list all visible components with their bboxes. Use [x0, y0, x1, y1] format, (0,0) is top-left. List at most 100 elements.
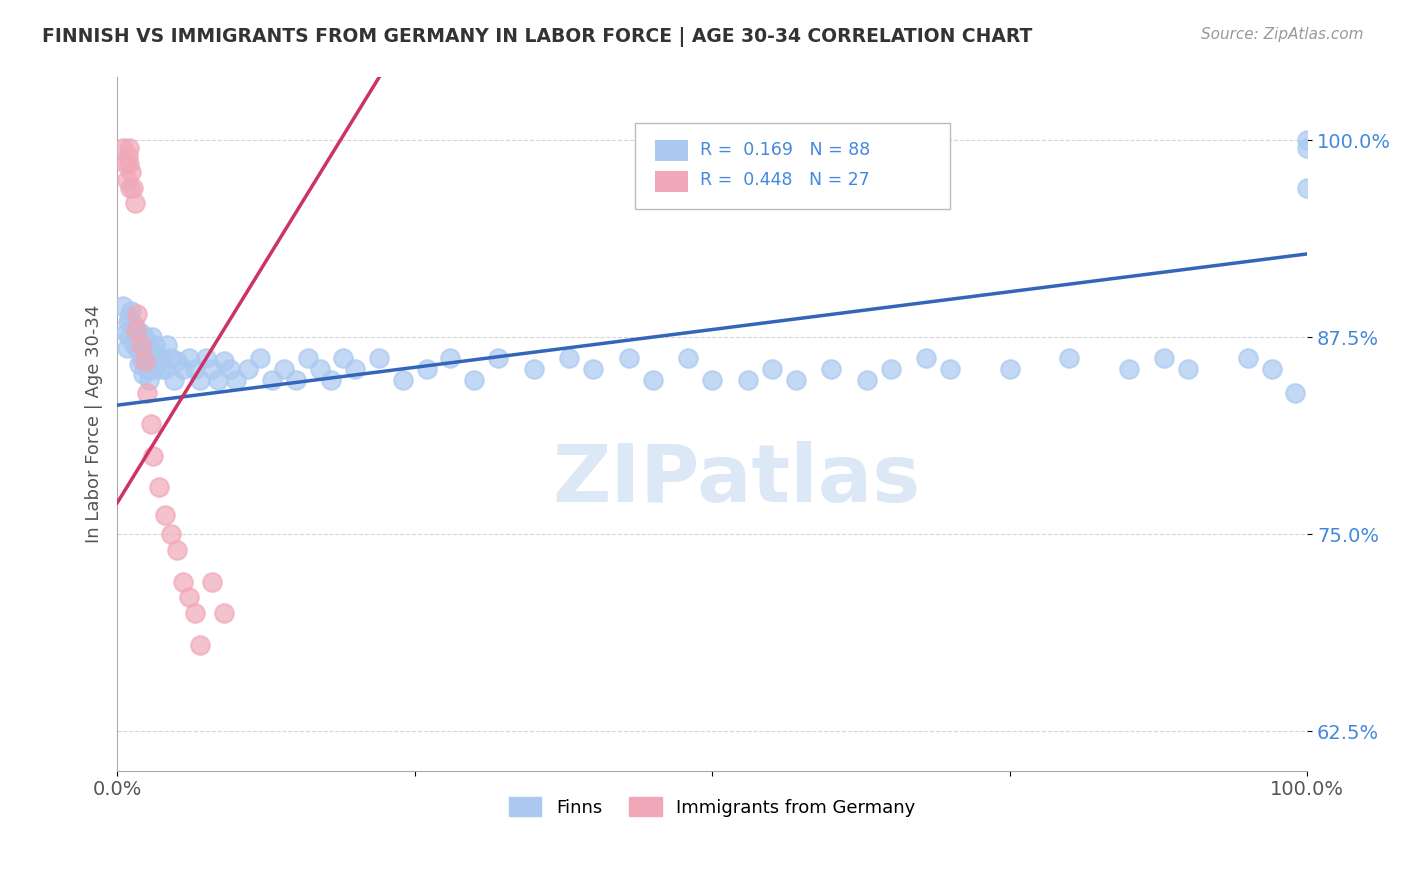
Point	[678, 351, 700, 365]
Point	[122, 338, 145, 352]
Point	[124, 319, 146, 334]
Text: FINNISH VS IMMIGRANTS FROM GERMANY IN LABOR FORCE | AGE 30-34 CORRELATION CHART: FINNISH VS IMMIGRANTS FROM GERMANY IN LA…	[42, 27, 1032, 46]
Point	[139, 417, 162, 431]
Point	[148, 480, 170, 494]
Point	[135, 351, 157, 365]
Point	[308, 362, 330, 376]
Point	[820, 362, 842, 376]
Point	[112, 141, 135, 155]
Point	[1296, 133, 1319, 147]
Point	[177, 351, 200, 365]
Point	[134, 354, 156, 368]
Point	[201, 362, 224, 376]
Point	[195, 351, 218, 365]
Point	[121, 303, 143, 318]
Bar	[655, 171, 689, 192]
Point	[183, 362, 205, 376]
Point	[138, 373, 160, 387]
Point	[142, 449, 165, 463]
Point	[558, 351, 581, 365]
Point	[1153, 351, 1175, 365]
Point	[998, 362, 1021, 376]
Point	[219, 362, 242, 376]
Point	[136, 362, 159, 376]
Text: R =  0.169   N = 88: R = 0.169 N = 88	[700, 141, 870, 159]
Point	[284, 373, 307, 387]
Point	[128, 335, 150, 350]
Point	[297, 351, 319, 365]
Point	[149, 362, 172, 376]
Point	[115, 173, 138, 187]
Point	[214, 354, 236, 368]
Point	[582, 362, 605, 376]
Point	[1118, 362, 1140, 376]
Point	[236, 362, 259, 376]
Point	[153, 362, 176, 376]
Point	[737, 373, 759, 387]
Point	[121, 180, 143, 194]
Point	[1296, 141, 1319, 155]
Point	[915, 351, 938, 365]
Point	[190, 638, 212, 652]
Point	[129, 346, 152, 360]
Point	[391, 373, 413, 387]
Point	[939, 362, 962, 376]
Text: ZIPatlas: ZIPatlas	[553, 441, 920, 518]
Point	[641, 373, 664, 387]
Point	[142, 346, 165, 360]
Point	[127, 307, 149, 321]
Point	[273, 362, 295, 376]
Point	[143, 338, 166, 352]
Point	[129, 338, 152, 352]
Point	[146, 351, 169, 365]
Point	[134, 330, 156, 344]
Bar	[655, 140, 689, 161]
Point	[131, 354, 153, 368]
Text: R =  0.448   N = 27: R = 0.448 N = 27	[700, 171, 870, 189]
Point	[128, 357, 150, 371]
Point	[136, 385, 159, 400]
Point	[856, 373, 879, 387]
Point	[177, 591, 200, 605]
Point	[156, 338, 179, 352]
Point	[172, 362, 194, 376]
Point	[163, 373, 186, 387]
FancyBboxPatch shape	[636, 122, 950, 209]
Point	[166, 354, 188, 368]
Point	[132, 367, 155, 381]
Point	[785, 373, 807, 387]
Point	[127, 342, 149, 356]
Point	[118, 141, 141, 155]
Point	[153, 508, 176, 523]
Point	[141, 330, 163, 344]
Point	[118, 157, 141, 171]
Point	[112, 299, 135, 313]
Point	[214, 606, 236, 620]
Point	[115, 342, 138, 356]
Point	[702, 373, 724, 387]
Point	[344, 362, 367, 376]
Point	[1260, 362, 1282, 376]
Point	[190, 373, 212, 387]
Point	[159, 351, 181, 365]
Point	[486, 351, 509, 365]
Point	[136, 338, 159, 352]
Point	[121, 165, 143, 179]
Point	[207, 373, 229, 387]
Point	[523, 362, 546, 376]
Point	[125, 330, 148, 344]
Point	[201, 574, 224, 589]
Point	[1057, 351, 1080, 365]
Point	[321, 373, 343, 387]
Point	[617, 351, 640, 365]
Point	[121, 322, 143, 336]
Point	[1284, 385, 1306, 400]
Point	[125, 322, 148, 336]
Y-axis label: In Labor Force | Age 30-34: In Labor Force | Age 30-34	[86, 305, 103, 543]
Point	[172, 574, 194, 589]
Point	[129, 326, 152, 340]
Point	[120, 180, 142, 194]
Point	[183, 606, 205, 620]
Point	[139, 351, 162, 365]
Point	[1177, 362, 1199, 376]
